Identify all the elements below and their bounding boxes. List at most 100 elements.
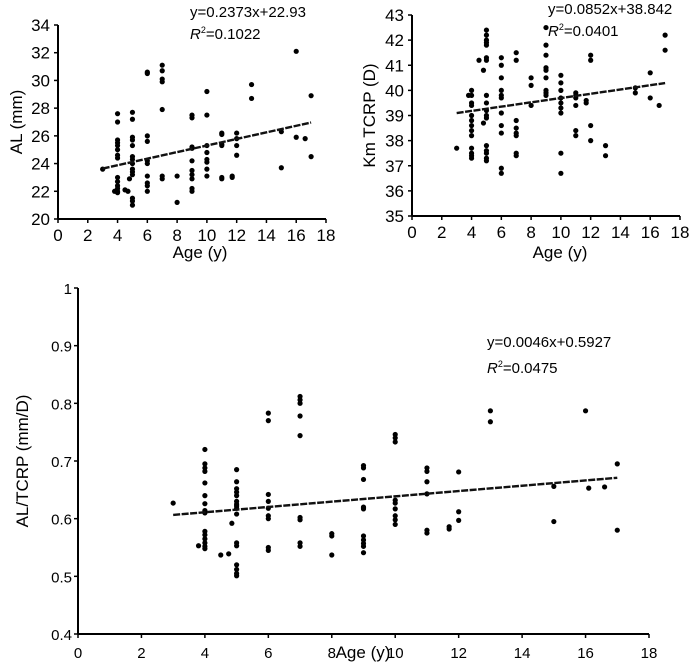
data-point [144,70,150,77]
data-point [204,166,210,172]
data-point [588,52,594,58]
data-point [234,479,240,485]
data-point [234,467,240,473]
data-point [308,93,314,99]
y-tick-label: 42 [385,31,404,50]
data-point [483,143,490,149]
data-point [582,408,589,414]
data-point [468,133,475,139]
y-tick-label: 36 [385,182,404,201]
data-point [234,573,240,579]
data-point [308,154,314,160]
data-point [543,24,549,31]
data-point [297,400,303,406]
data-point [234,543,240,549]
data-point [144,138,150,144]
data-point [483,42,490,48]
data-point [218,552,224,558]
data-point [480,120,487,126]
data-point [456,509,462,515]
data-point [234,152,240,158]
x-tick-label: 4 [201,645,209,662]
data-point [202,461,208,467]
data-point [234,130,240,136]
data-point [202,480,208,486]
x-tick-label: 10 [387,645,404,662]
data-point [480,67,487,73]
data-point [144,183,150,189]
data-point [483,115,490,121]
data-point [129,198,136,204]
data-point [583,100,589,106]
data-point [543,75,549,81]
data-point [189,167,195,174]
data-point [360,506,367,512]
data-point [114,190,121,196]
data-point [498,87,504,93]
data-point [392,517,398,523]
x-tick-label: 4 [113,226,122,245]
data-point [170,500,176,506]
x-axis-label: Age (y) [173,243,228,262]
data-point [456,517,462,523]
data-point [454,145,460,151]
data-point [647,95,653,101]
x-tick-label: 14 [514,645,531,662]
y-tick-label: 38 [385,132,404,151]
data-point [513,133,519,139]
data-point [468,122,475,129]
data-point [543,42,549,48]
data-point [174,199,180,205]
data-point [476,57,482,63]
y-tick-label: 1 [64,281,72,298]
r-value: =0.1022 [206,26,261,43]
data-point [483,158,490,164]
x-axis-label: Age (y) [533,243,588,262]
y-tick-label: 0.4 [51,627,72,644]
data-point [189,115,195,121]
data-point [265,418,271,424]
x-tick-label: 16 [577,645,594,662]
y-tick-label: 30 [31,71,50,90]
r-squared: R2=0.1022 [190,25,261,43]
x-tick-label: 16 [641,223,660,242]
data-point [456,469,462,475]
data-point [189,188,195,194]
data-point [551,518,557,525]
regression-equation: y=0.2373x+22.93 [190,4,306,21]
data-point [498,165,504,171]
data-point [487,408,493,414]
data-point [114,111,121,117]
x-tick-label: 0 [53,226,62,245]
y-tick-label: 34 [31,16,50,35]
data-point [360,465,367,471]
data-point [202,546,208,552]
data-point [114,119,121,125]
data-point [129,142,136,149]
data-point [468,117,475,124]
y-tick-label: 0.6 [51,512,72,529]
data-point [159,68,165,74]
data-point [297,433,303,439]
data-point [144,133,150,139]
data-point [513,50,519,56]
data-point [558,100,564,106]
data-point [392,500,398,506]
data-point [229,520,235,526]
data-point [543,52,549,58]
x-tick-label: 8 [328,645,336,662]
data-point [293,48,299,54]
data-point [234,493,240,499]
r-exponent: 2 [498,359,503,369]
data-point [129,116,136,122]
data-point [528,82,534,88]
data-point [543,67,549,73]
data-point [513,153,519,159]
data-point [513,57,519,63]
data-point [204,173,210,179]
data-point [602,143,609,149]
data-point [265,498,271,504]
y-tick-label: 35 [385,207,404,226]
data-point [498,170,504,176]
